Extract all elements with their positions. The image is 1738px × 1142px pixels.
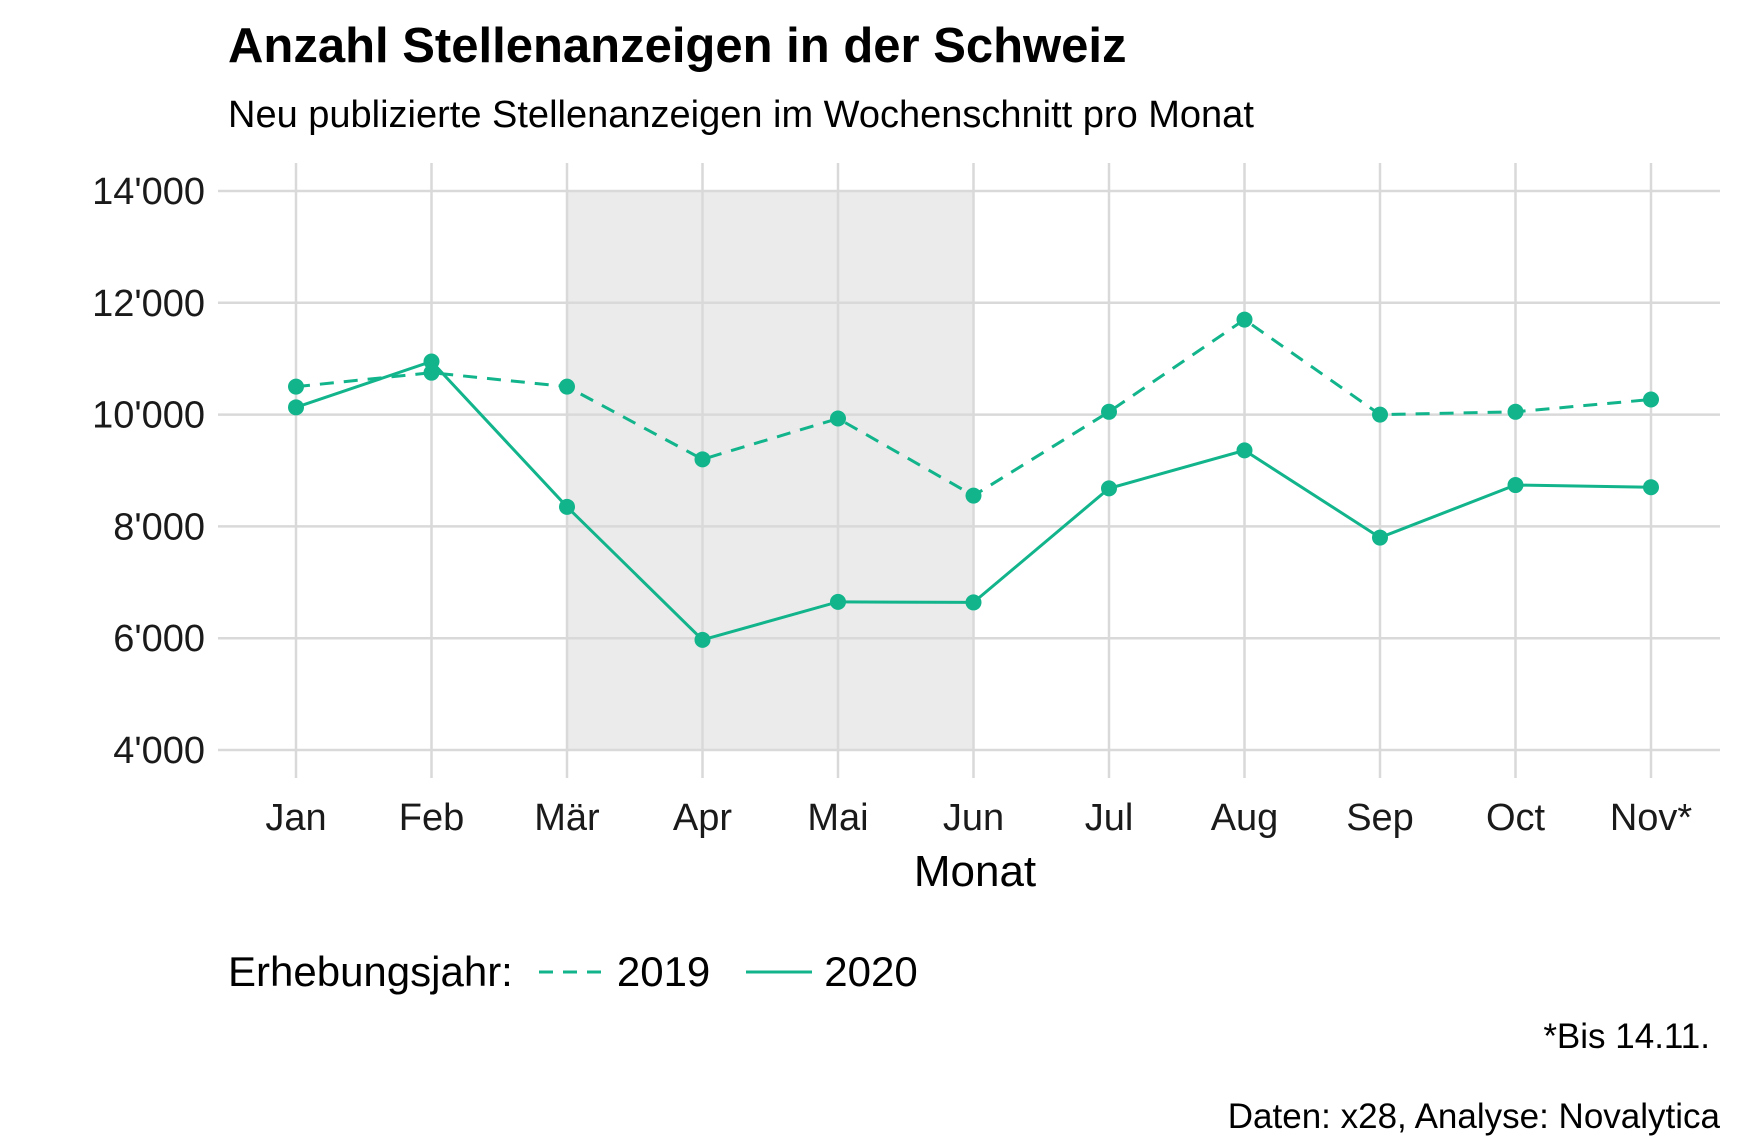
data-point-2020	[1507, 477, 1524, 494]
line-chart: 4'000 6'000 8'000 10'000 12'000 14'000 Jan Feb…	[92, 163, 1720, 896]
x-tick-label: Aug	[1211, 797, 1279, 839]
x-tick-label: Mär	[534, 797, 600, 839]
y-tick-label: 14'000	[92, 171, 205, 213]
source-caption: Daten: x28, Analyse: Novalytica	[1227, 1097, 1720, 1136]
data-point-2020	[1101, 480, 1117, 497]
x-tick-label: Feb	[399, 797, 464, 839]
data-point-2019	[1507, 403, 1524, 420]
gridlines	[218, 163, 1720, 778]
data-point-2020	[559, 498, 575, 515]
data-point-2020	[694, 631, 711, 648]
footnote: *Bis 14.11.	[1543, 1017, 1710, 1056]
x-tick-label: Apr	[673, 797, 732, 839]
y-tick-label: 12'000	[92, 283, 205, 325]
y-tick-label: 8'000	[113, 506, 205, 548]
shaded-region	[567, 191, 974, 750]
legend-label-2020: 2020	[824, 948, 918, 995]
x-tick-label: Nov*	[1610, 797, 1693, 839]
data-point-2019	[1236, 311, 1253, 328]
chart-subtitle: Neu publizierte Stellenanzeigen im Woche…	[228, 94, 1254, 136]
data-point-2019	[694, 451, 711, 468]
data-point-2020	[1372, 529, 1388, 546]
x-tick-label: Jul	[1085, 797, 1134, 839]
legend-key-2020	[746, 970, 813, 974]
legend-title: Erhebungsjahr:	[228, 948, 513, 995]
data-point-2019	[288, 378, 304, 395]
shaded-period	[567, 191, 974, 750]
data-point-2020	[1643, 479, 1659, 496]
y-tick-label: 4'000	[113, 730, 205, 772]
data-point-2019	[559, 378, 575, 395]
data-point-2019	[1101, 403, 1117, 420]
data-point-2020	[423, 353, 440, 370]
data-point-2019	[423, 364, 440, 381]
data-point-2019	[830, 410, 846, 427]
y-tick-label: 10'000	[92, 395, 205, 437]
x-tick-label: Jan	[265, 797, 326, 839]
data-point-2020	[288, 399, 304, 416]
y-axis-ticks: 4'000 6'000 8'000 10'000 12'000 14'000	[92, 171, 205, 772]
y-tick-label: 6'000	[113, 618, 205, 660]
legend-label-2019: 2019	[616, 948, 711, 995]
data-point-2020	[965, 594, 982, 611]
data-points	[288, 311, 1659, 648]
x-tick-label: Sep	[1346, 797, 1414, 839]
chart-title: Anzahl Stellenanzeigen in der Schweiz	[228, 19, 1127, 73]
data-point-2019	[1643, 391, 1659, 408]
x-tick-label: Mai	[807, 797, 868, 839]
data-point-2020	[830, 593, 846, 610]
data-point-2020	[1236, 442, 1253, 459]
x-axis-title: Monat	[914, 847, 1036, 896]
x-tick-label: Oct	[1486, 797, 1546, 839]
legend: Erhebungsjahr: 2019 2020	[228, 944, 946, 1000]
data-point-2019	[1372, 406, 1388, 423]
legend-key-2019	[538, 970, 605, 974]
x-axis-ticks: Jan Feb Mär Apr Mai Jun Jul Aug Sep Oct Nov*	[265, 797, 1692, 839]
data-point-2019	[965, 487, 982, 504]
x-tick-label: Jun	[943, 797, 1004, 839]
